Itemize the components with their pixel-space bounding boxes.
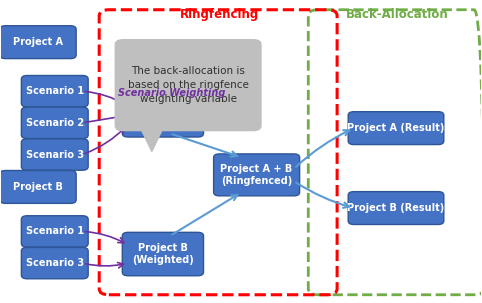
Polygon shape [139, 124, 165, 152]
FancyBboxPatch shape [115, 39, 262, 131]
Text: Scenario 2: Scenario 2 [26, 118, 84, 128]
Text: The back-allocation is
based on the ringfence
weighting variable: The back-allocation is based on the ring… [128, 66, 249, 104]
Text: Project B
(Weighted): Project B (Weighted) [132, 243, 194, 265]
FancyBboxPatch shape [348, 191, 444, 225]
FancyBboxPatch shape [0, 26, 76, 58]
FancyBboxPatch shape [348, 112, 444, 145]
FancyBboxPatch shape [214, 154, 300, 196]
Text: Project A
(Weighted): Project A (Weighted) [132, 105, 194, 126]
FancyBboxPatch shape [21, 107, 88, 138]
FancyBboxPatch shape [21, 216, 88, 247]
FancyBboxPatch shape [122, 94, 203, 137]
Text: Back-Allocation: Back-Allocation [346, 8, 449, 21]
FancyBboxPatch shape [21, 248, 88, 279]
Text: Project B: Project B [13, 182, 63, 192]
Text: Scenario 1: Scenario 1 [26, 226, 84, 236]
Text: Scenario 1: Scenario 1 [26, 86, 84, 96]
Text: Ringfencing: Ringfencing [180, 8, 259, 21]
FancyBboxPatch shape [21, 75, 88, 107]
Text: Project A (Result): Project A (Result) [348, 123, 445, 133]
Text: Project A: Project A [13, 37, 63, 47]
Text: Scenario 3: Scenario 3 [26, 258, 84, 268]
Text: Project A + B
(Ringfenced): Project A + B (Ringfenced) [220, 164, 293, 186]
FancyBboxPatch shape [0, 171, 76, 203]
FancyBboxPatch shape [21, 139, 88, 170]
Text: Project B (Result): Project B (Result) [348, 203, 444, 213]
FancyBboxPatch shape [122, 232, 203, 276]
Text: Scenario Weighting: Scenario Weighting [119, 88, 226, 98]
Text: Scenario 3: Scenario 3 [26, 149, 84, 159]
